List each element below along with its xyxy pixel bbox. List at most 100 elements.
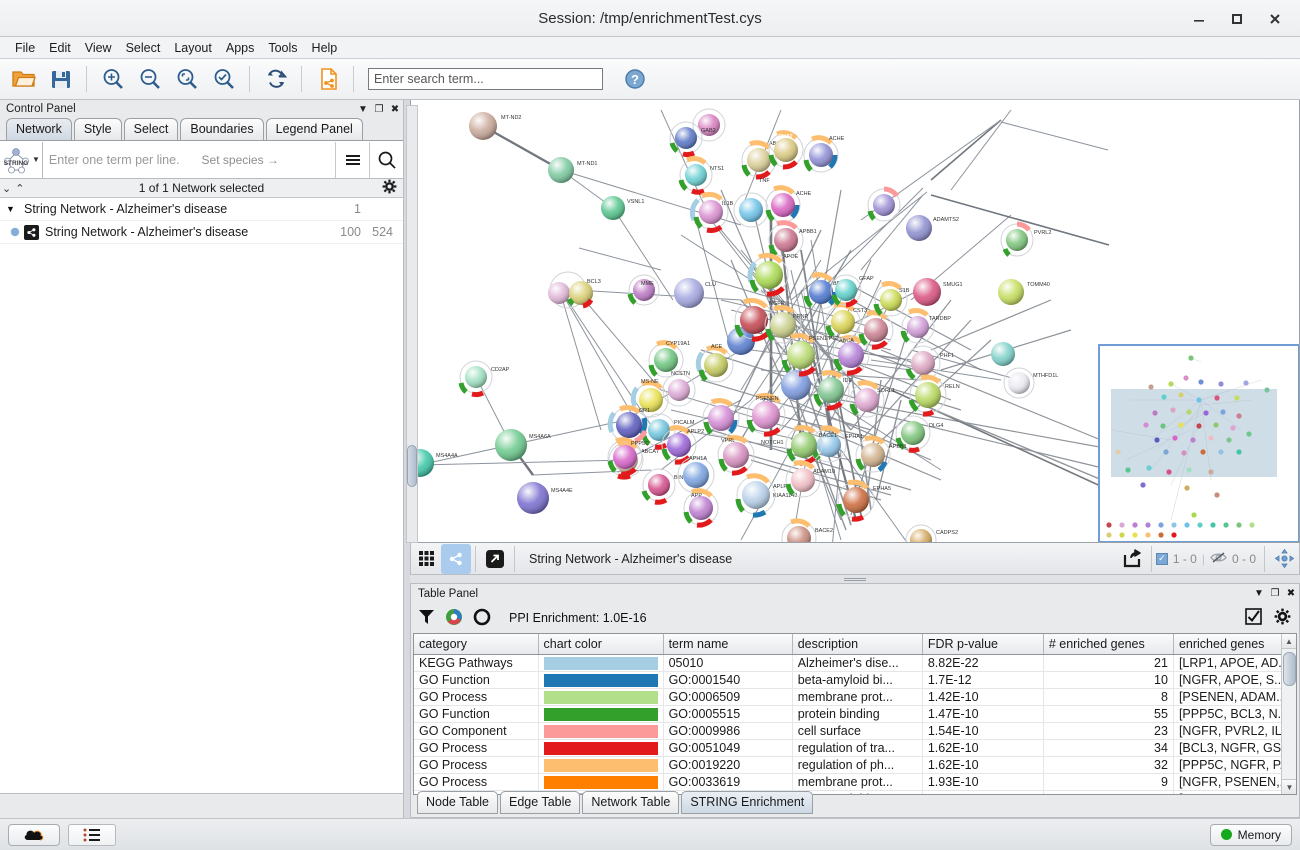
close-button[interactable] — [1258, 4, 1292, 34]
table-scrollbar-thumb[interactable] — [1283, 652, 1296, 686]
enrichment-table-wrapper[interactable]: category chart color term name descripti… — [413, 633, 1297, 795]
column-header-category[interactable]: category — [414, 634, 539, 655]
network-scrollbar-thumb[interactable] — [407, 445, 417, 487]
search-input[interactable]: Enter search term... — [368, 68, 603, 90]
detach-view-icon[interactable] — [480, 544, 510, 574]
column-header-enriched-genes[interactable]: enriched genes — [1173, 634, 1296, 655]
column-header-term-name[interactable]: term name — [663, 634, 793, 655]
string-dropdown-icon[interactable]: ▼ — [32, 155, 40, 164]
open-session-icon[interactable] — [6, 63, 41, 96]
pie-chart-icon[interactable] — [445, 608, 463, 629]
search-icon[interactable] — [369, 141, 403, 178]
export-network-icon[interactable] — [310, 63, 345, 96]
expand-all-icon[interactable]: ⌃ — [15, 182, 25, 195]
expand-triangle-icon[interactable]: ▼ — [6, 204, 15, 214]
table-panel-close-icon[interactable]: ✖ — [1286, 588, 1296, 599]
network-node[interactable]: CLU — [674, 278, 716, 308]
network-node[interactable] — [991, 342, 1015, 366]
hamburger-icon[interactable] — [335, 141, 369, 178]
tab-network[interactable]: Network — [6, 118, 72, 140]
pan-tool-icon[interactable] — [1269, 544, 1299, 574]
donut-chart-icon[interactable] — [473, 608, 491, 629]
menu-tools[interactable]: Tools — [268, 40, 298, 55]
tab-boundaries[interactable]: Boundaries — [180, 118, 264, 140]
minimize-button[interactable] — [1182, 4, 1216, 34]
tab-node-table[interactable]: Node Table — [417, 791, 499, 814]
network-graph[interactable]: MT-ND2 MT-ND1 VSNL1 TOMM40 SMUG1 ADAMTS2 — [411, 100, 1300, 543]
network-node[interactable] — [727, 327, 755, 355]
zoom-fit-icon[interactable] — [169, 63, 204, 96]
cloud-icon[interactable] — [8, 823, 60, 846]
network-node[interactable]: MS4A4E — [517, 482, 573, 514]
network-node[interactable]: RELN — [908, 374, 960, 417]
task-list-icon[interactable] — [68, 823, 116, 846]
network-node[interactable]: PVRL2 — [1000, 221, 1051, 257]
table-panel-float-icon[interactable]: ❐ — [1270, 588, 1280, 599]
network-node[interactable]: PHF1 — [905, 345, 954, 381]
scroll-up-arrow-icon[interactable]: ▲ — [1282, 634, 1296, 649]
network-node[interactable]: EPHA5 — [836, 479, 891, 522]
network-node[interactable] — [781, 370, 811, 400]
network-node[interactable]: APLP1 KIAA1149 — [735, 473, 797, 518]
memory-status[interactable]: Memory — [1209, 823, 1292, 846]
checkbox-checked-icon[interactable] — [1245, 608, 1262, 628]
network-node[interactable]: CADPS2 — [905, 524, 958, 543]
zoom-in-icon[interactable] — [95, 63, 130, 96]
network-node[interactable]: TOMM40 — [998, 279, 1050, 305]
menu-edit[interactable]: Edit — [49, 40, 71, 55]
table-row[interactable]: GO Process GO:0019220 regulation of ph... 1… — [414, 756, 1296, 774]
table-row[interactable]: GO Component GO:0009986 cell surface 1.54E-… — [414, 722, 1296, 740]
table-row[interactable]: GO Function GO:0005515 protein binding 1.47… — [414, 705, 1296, 723]
network-node[interactable]: MT-ND2 — [469, 112, 521, 140]
tab-legend-panel[interactable]: Legend Panel — [265, 118, 363, 140]
network-node[interactable]: MS4A6A — [495, 429, 551, 461]
menu-apps[interactable]: Apps — [225, 40, 255, 55]
network-node[interactable]: MTHFD1L — [1003, 367, 1058, 399]
menu-file[interactable]: File — [15, 40, 36, 55]
selected-nodes-checkbox-icon[interactable]: ✓ — [1155, 552, 1168, 565]
table-vertical-scrollbar[interactable]: ▲ ▼ — [1281, 634, 1296, 794]
network-group-row[interactable]: ▼ String Network - Alzheimer's disease 1 — [0, 198, 403, 221]
menu-help[interactable]: Help — [311, 40, 338, 55]
network-node[interactable]: MME — [627, 274, 660, 306]
help-icon[interactable]: ? — [617, 63, 652, 96]
network-node[interactable] — [867, 186, 901, 222]
string-network-icon[interactable] — [441, 543, 471, 574]
zoom-out-icon[interactable] — [132, 63, 167, 96]
string-term-input[interactable]: Enter one term per line. Set species → — [41, 141, 335, 178]
network-node[interactable]: BIN1 — [641, 468, 686, 505]
network-node[interactable]: CD2AP — [458, 360, 510, 397]
network-node[interactable]: APBB1 — [855, 435, 907, 473]
network-node[interactable]: SMUG1 — [913, 278, 963, 306]
refresh-icon[interactable] — [258, 63, 293, 96]
column-header-description[interactable]: description — [792, 634, 923, 655]
network-node[interactable]: BACE2 — [781, 518, 833, 543]
network-settings-gear-icon[interactable] — [382, 179, 397, 197]
export-image-icon[interactable] — [1117, 544, 1147, 574]
network-vertical-scrollbar[interactable] — [406, 105, 418, 543]
network-node[interactable]: MT-ND1 — [548, 157, 597, 183]
table-row[interactable]: GO Process GO:0051049 regulation of tra...… — [414, 739, 1296, 757]
grid-layout-icon[interactable] — [411, 544, 441, 574]
control-panel-close-icon[interactable]: ✖ — [390, 103, 400, 115]
network-node[interactable]: MS4A4A — [411, 449, 458, 477]
save-session-icon[interactable] — [43, 63, 78, 96]
tab-string-enrichment[interactable]: STRING Enrichment — [681, 791, 814, 814]
zoom-selected-icon[interactable] — [206, 63, 241, 96]
filter-icon[interactable] — [418, 608, 435, 628]
tab-style[interactable]: Style — [73, 118, 122, 140]
column-header-enriched-gene-count[interactable]: # enriched genes — [1043, 634, 1174, 655]
table-row[interactable]: GO Process GO:0033619 membrane prot... 1.93… — [414, 773, 1296, 791]
tab-edge-table[interactable]: Edge Table — [500, 791, 581, 814]
menu-select[interactable]: Select — [125, 40, 161, 55]
maximize-button[interactable] — [1220, 4, 1254, 34]
gear-icon[interactable] — [1274, 608, 1291, 628]
network-item-row[interactable]: String Network - Alzheimer's disease 100… — [0, 221, 403, 244]
panel-splitter[interactable] — [410, 575, 1300, 583]
menu-view[interactable]: View — [84, 40, 112, 55]
birdseye-overview[interactable] — [1098, 344, 1299, 542]
set-species-link[interactable]: Set species → — [201, 152, 279, 167]
menu-layout[interactable]: Layout — [174, 40, 212, 55]
network-canvas[interactable]: MT-ND2 MT-ND1 VSNL1 TOMM40 SMUG1 ADAMTS2 — [410, 100, 1300, 543]
hidden-nodes-eye-icon[interactable] — [1210, 551, 1227, 567]
